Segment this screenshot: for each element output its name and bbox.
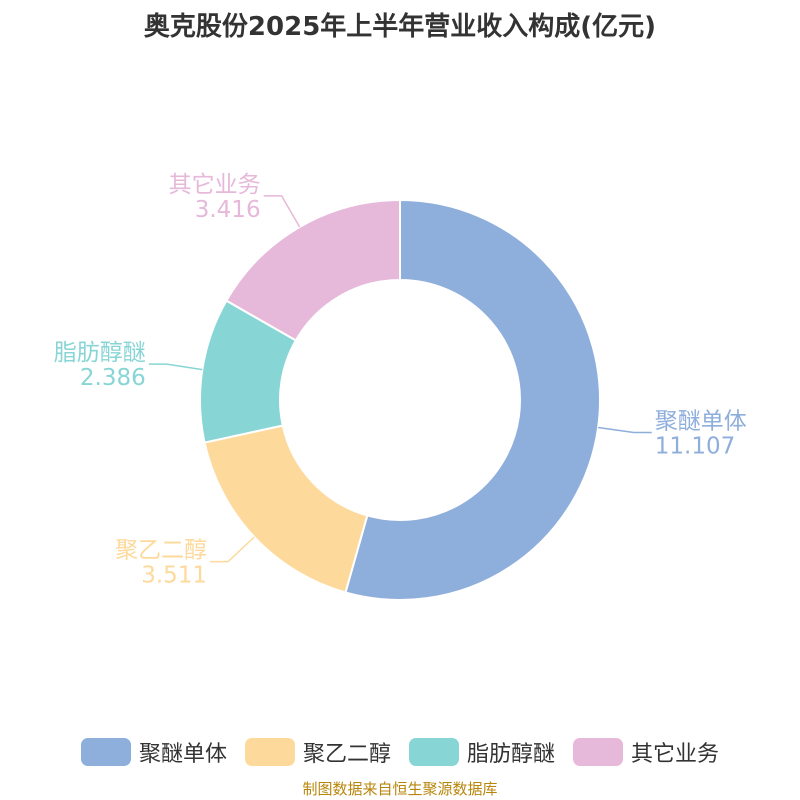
donut-slice-other-business[interactable]	[225, 198, 401, 342]
legend-item-fatty-alcohol-ether[interactable]: 脂肪醇醚	[409, 736, 555, 768]
legend-swatch	[244, 738, 295, 766]
slice-label-value: 11.107	[655, 433, 735, 459]
legend-item-other-business[interactable]: 其它业务	[573, 736, 719, 768]
donut-slice-polyether-monomer[interactable]	[344, 198, 601, 601]
chart-legend: 聚醚单体 聚乙二醇 脂肪醇醚 其它业务	[0, 736, 800, 768]
legend-swatch	[80, 738, 131, 766]
leader-line	[263, 195, 301, 228]
legend-swatch	[573, 738, 624, 766]
leader-line	[597, 426, 652, 434]
slice-label-value: 2.386	[80, 365, 146, 391]
legend-item-polyether-monomer[interactable]: 聚醚单体	[80, 736, 227, 768]
legend-label: 脂肪醇醚	[467, 742, 556, 767]
slice-label-name: 其它业务	[169, 172, 261, 198]
chart-title: 奥克股份2025年上半年营业收入构成(亿元)	[143, 12, 657, 42]
slice-label-value: 3.511	[141, 563, 207, 589]
legend-label: 聚乙二醇	[302, 742, 391, 767]
slice-label-value: 3.416	[195, 197, 261, 223]
slice-label-name: 脂肪醇醚	[54, 340, 146, 366]
legend-swatch	[409, 738, 459, 766]
legend-label: 聚醚单体	[138, 742, 227, 767]
slice-label-name: 聚乙二醇	[115, 538, 207, 564]
data-source-note: 制图数据来自恒生聚源数据库	[302, 780, 498, 798]
leader-line	[210, 536, 255, 563]
slice-label-name: 聚醚单体	[655, 408, 747, 434]
legend-label: 其它业务	[631, 742, 720, 767]
donut-slice-polyethylene-glycol[interactable]	[203, 424, 369, 594]
legend-item-polyethylene-glycol[interactable]: 聚乙二醇	[244, 736, 391, 768]
leader-line	[148, 363, 203, 371]
